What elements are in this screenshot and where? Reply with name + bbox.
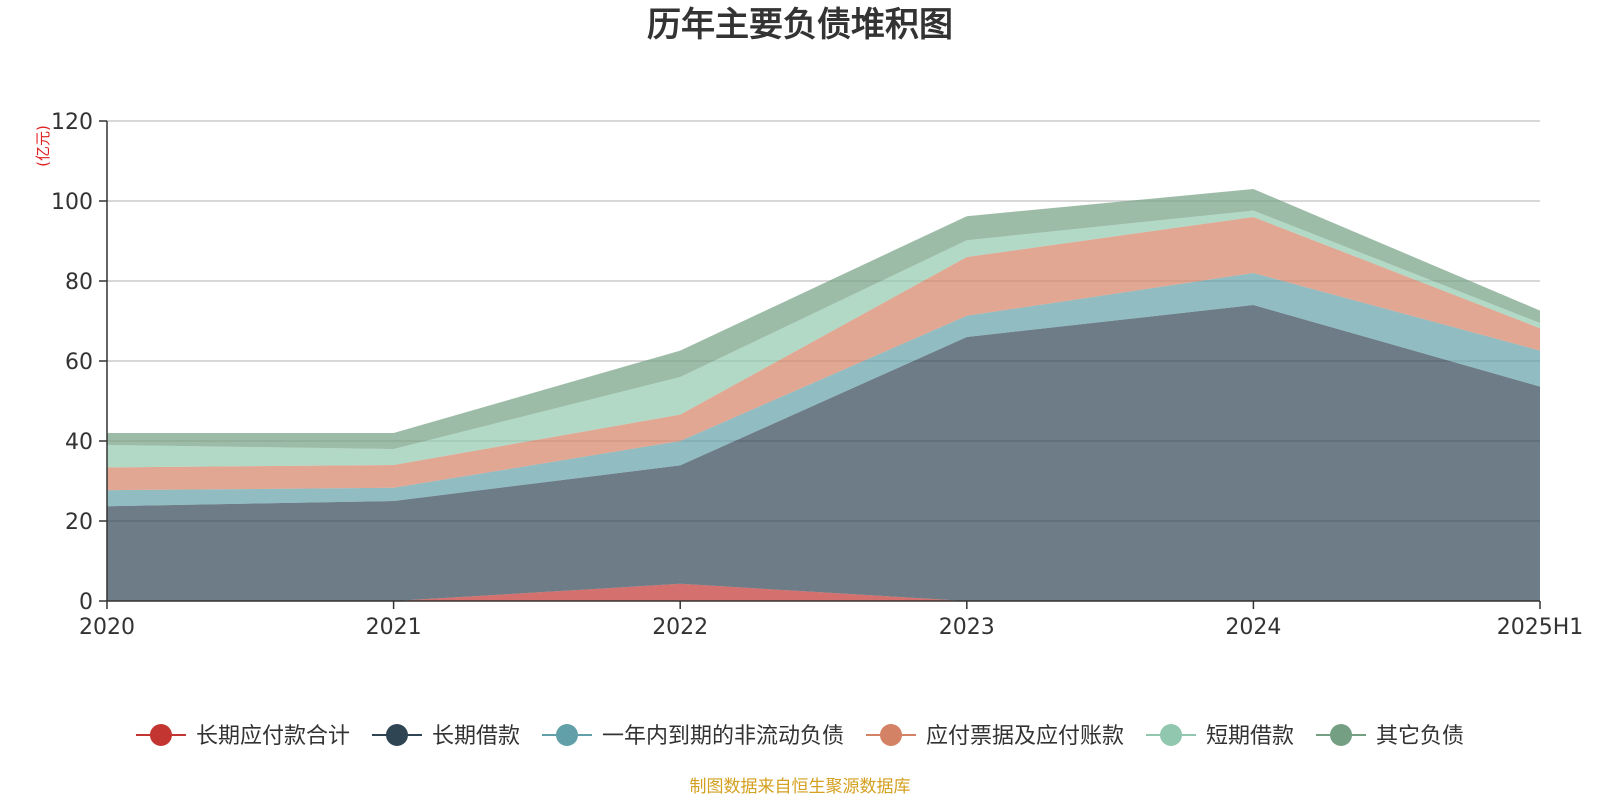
y-tick-label-5: 100: [51, 190, 93, 215]
legend-marker-3: [880, 724, 902, 746]
legend-label-5: 其它负债: [1376, 724, 1464, 749]
area-series-0: [107, 583, 1540, 601]
legend-item-2[interactable]: 一年内到期的非流动负债: [541, 724, 844, 749]
x-tick-label-0: 2020: [79, 615, 135, 640]
legend-item-5[interactable]: 其它负债: [1316, 724, 1464, 749]
area-series-3: [107, 217, 1540, 491]
x-tick-label-1: 2021: [366, 615, 422, 640]
legend-label-1: 长期借款: [432, 724, 520, 749]
legend: 长期应付款合计 长期借款 一年内到期的非流动负债 应付票据及应付账款 短期借款 其它负债: [135, 724, 1464, 749]
x-tick-label-3: 2023: [939, 615, 995, 640]
y-axis-unit: (亿元): [34, 125, 52, 167]
legend-marker-0: [149, 724, 172, 746]
legend-label-2: 一年内到期的非流动负债: [602, 724, 844, 749]
legend-label-4: 短期借款: [1206, 724, 1294, 749]
area-series-1: [107, 305, 1540, 601]
data-source-note: 制图数据来自恒生聚源数据库: [690, 777, 911, 797]
x-tick-label-5: 2025H1: [1497, 615, 1584, 640]
area-series-layer: [107, 189, 1540, 601]
y-tick-label-1: 20: [65, 510, 93, 535]
x-tick-label-4: 2024: [1225, 615, 1281, 640]
y-tick-label-3: 60: [65, 350, 93, 375]
y-tick-label-0: 0: [79, 590, 93, 615]
legend-item-0[interactable]: 长期应付款合计: [135, 724, 350, 749]
y-tick-label-6: 120: [51, 110, 93, 135]
legend-label-3: 应付票据及应付账款: [926, 724, 1124, 749]
legend-label-0: 长期应付款合计: [196, 724, 350, 749]
axes: 0 20 40 60 80 100 120 2020 2021 2022 2023 2024 2025H…: [51, 110, 1583, 640]
legend-marker-4: [1160, 724, 1183, 746]
y-tick-label-4: 80: [65, 270, 93, 295]
legend-marker-1: [385, 724, 408, 746]
area-series-2: [107, 273, 1540, 507]
legend-item-3[interactable]: 应付票据及应付账款: [866, 724, 1124, 749]
legend-item-4[interactable]: 短期借款: [1146, 724, 1294, 749]
x-tick-label-2: 2022: [652, 615, 708, 640]
legend-item-1[interactable]: 长期借款: [371, 724, 520, 749]
legend-marker-5: [1330, 724, 1353, 746]
chart-title: 历年主要负债堆积图: [647, 5, 953, 45]
y-tick-label-2: 40: [65, 430, 93, 455]
legend-marker-2: [555, 724, 578, 746]
